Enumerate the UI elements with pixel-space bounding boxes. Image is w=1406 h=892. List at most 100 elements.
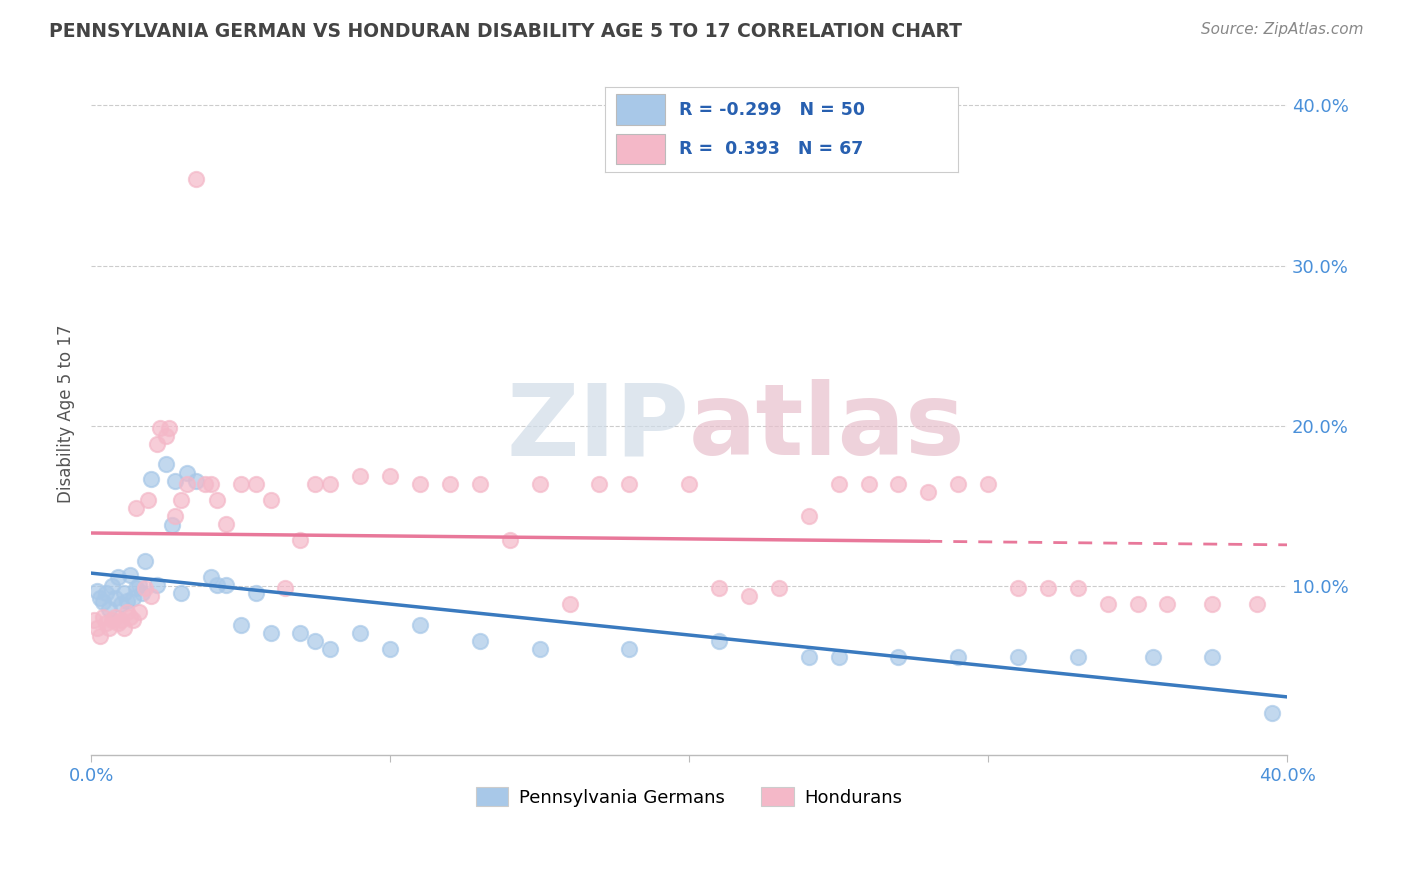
Point bbox=[529, 476, 551, 491]
Point bbox=[827, 650, 849, 665]
Point bbox=[588, 476, 610, 491]
Text: atlas: atlas bbox=[689, 379, 966, 476]
Point bbox=[558, 597, 581, 611]
Point bbox=[128, 578, 150, 592]
Text: Source: ZipAtlas.com: Source: ZipAtlas.com bbox=[1201, 22, 1364, 37]
Point bbox=[678, 476, 700, 491]
Point bbox=[529, 642, 551, 657]
Point bbox=[107, 616, 129, 631]
Point bbox=[1201, 597, 1223, 611]
Point bbox=[136, 492, 159, 507]
Point bbox=[91, 610, 114, 624]
Point bbox=[1007, 581, 1029, 595]
Point bbox=[215, 578, 238, 592]
Point bbox=[94, 616, 117, 631]
Point bbox=[1036, 581, 1059, 595]
Point bbox=[887, 650, 910, 665]
Point bbox=[768, 581, 790, 595]
Point bbox=[205, 578, 228, 592]
Point bbox=[409, 476, 432, 491]
Point bbox=[163, 508, 186, 523]
Point bbox=[139, 472, 162, 486]
Point bbox=[176, 476, 198, 491]
Point bbox=[290, 626, 312, 640]
Point bbox=[274, 581, 297, 595]
Point bbox=[86, 621, 108, 635]
Point bbox=[319, 642, 342, 657]
Legend: Pennsylvania Germans, Hondurans: Pennsylvania Germans, Hondurans bbox=[468, 780, 910, 814]
Point bbox=[468, 476, 491, 491]
Point bbox=[155, 428, 177, 442]
Point bbox=[149, 420, 172, 434]
Point bbox=[112, 621, 135, 635]
Point bbox=[439, 476, 461, 491]
Point bbox=[118, 610, 141, 624]
Point bbox=[797, 650, 820, 665]
Point bbox=[110, 597, 132, 611]
Point bbox=[146, 578, 169, 592]
Point bbox=[104, 610, 127, 624]
Point bbox=[110, 613, 132, 627]
Point bbox=[112, 586, 135, 600]
Point bbox=[948, 476, 970, 491]
Point bbox=[205, 492, 228, 507]
Point bbox=[134, 581, 156, 595]
Point bbox=[304, 476, 326, 491]
Point bbox=[86, 584, 108, 599]
Text: PENNSYLVANIA GERMAN VS HONDURAN DISABILITY AGE 5 TO 17 CORRELATION CHART: PENNSYLVANIA GERMAN VS HONDURAN DISABILI… bbox=[49, 22, 962, 41]
Point bbox=[146, 436, 169, 450]
Point bbox=[468, 634, 491, 648]
Point bbox=[797, 508, 820, 523]
Point bbox=[139, 589, 162, 603]
Point bbox=[378, 642, 401, 657]
Point bbox=[91, 595, 114, 609]
Point bbox=[229, 476, 252, 491]
Point bbox=[125, 500, 148, 515]
Point bbox=[409, 618, 432, 632]
Point bbox=[215, 516, 238, 531]
Point bbox=[1201, 650, 1223, 665]
Point bbox=[157, 420, 180, 434]
Point bbox=[83, 613, 105, 627]
Point bbox=[619, 476, 641, 491]
Point bbox=[200, 570, 222, 584]
Point bbox=[858, 476, 880, 491]
Point bbox=[94, 586, 117, 600]
Point bbox=[259, 626, 281, 640]
Point bbox=[887, 476, 910, 491]
Point bbox=[170, 586, 193, 600]
Point bbox=[131, 586, 153, 600]
Point bbox=[259, 492, 281, 507]
Point bbox=[107, 570, 129, 584]
Point bbox=[184, 172, 207, 186]
Y-axis label: Disability Age 5 to 17: Disability Age 5 to 17 bbox=[58, 325, 75, 503]
Point bbox=[163, 474, 186, 488]
Point bbox=[245, 476, 267, 491]
Point bbox=[115, 605, 138, 619]
Point bbox=[200, 476, 222, 491]
Point bbox=[98, 621, 121, 635]
Point bbox=[89, 591, 111, 605]
Point bbox=[1261, 706, 1284, 721]
Point bbox=[499, 533, 522, 547]
Point bbox=[101, 613, 124, 627]
Point bbox=[304, 634, 326, 648]
Point bbox=[122, 613, 145, 627]
Point bbox=[1126, 597, 1149, 611]
Point bbox=[1067, 581, 1090, 595]
Point bbox=[1007, 650, 1029, 665]
Point bbox=[349, 626, 371, 640]
Point bbox=[707, 581, 730, 595]
Point bbox=[101, 579, 124, 593]
Point bbox=[115, 594, 138, 608]
Point bbox=[122, 591, 145, 605]
Point bbox=[155, 458, 177, 472]
Point bbox=[194, 476, 217, 491]
Point bbox=[1246, 597, 1268, 611]
Point bbox=[349, 468, 371, 483]
Point bbox=[738, 589, 761, 603]
Point bbox=[619, 642, 641, 657]
Point bbox=[160, 518, 183, 533]
Point bbox=[176, 466, 198, 480]
Point bbox=[118, 568, 141, 582]
